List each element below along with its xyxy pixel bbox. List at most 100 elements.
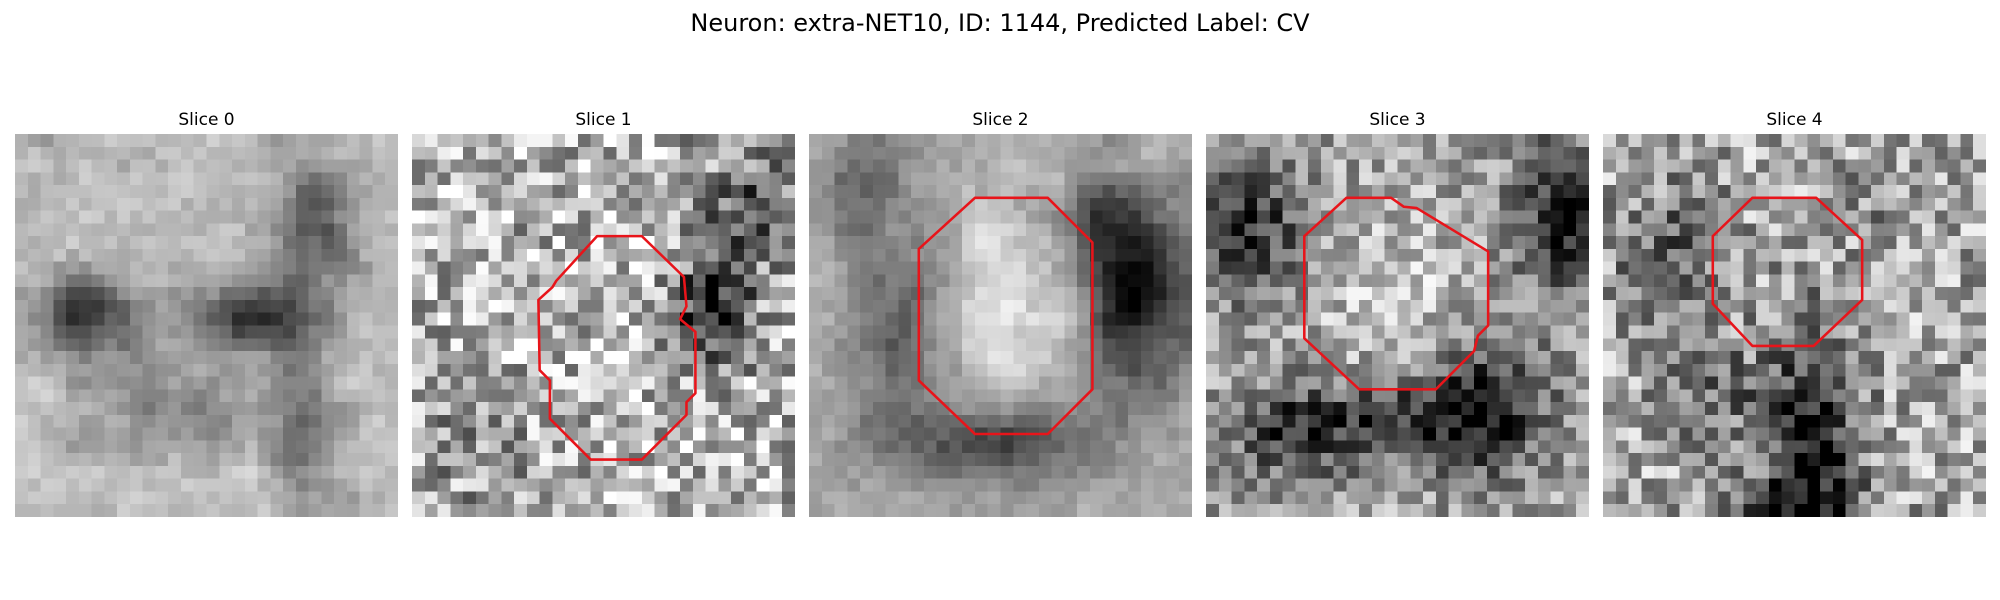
- image-pixel: [53, 210, 67, 224]
- image-pixel: [321, 248, 335, 262]
- image-pixel: [680, 223, 694, 237]
- slice-title: Slice 3: [1369, 110, 1426, 130]
- image-pixel: [1359, 261, 1373, 275]
- image-pixel: [1550, 287, 1564, 301]
- image-pixel: [1257, 363, 1271, 377]
- image-pixel: [104, 351, 118, 365]
- image-pixel: [1537, 223, 1551, 237]
- image-pixel: [974, 402, 988, 416]
- image-pixel: [1153, 338, 1167, 352]
- image-pixel: [834, 236, 848, 250]
- image-pixel: [1563, 363, 1577, 377]
- image-pixel: [1026, 146, 1040, 160]
- image-pixel: [1858, 414, 1872, 428]
- image-pixel: [1166, 453, 1180, 467]
- image-pixel: [346, 478, 360, 492]
- image-pixel: [769, 248, 783, 262]
- image-pixel: [334, 210, 348, 224]
- image-pixel: [1973, 236, 1986, 250]
- image-pixel: [1038, 465, 1052, 479]
- image-pixel: [885, 172, 899, 186]
- image-pixel: [1435, 402, 1449, 416]
- image-pixel: [962, 325, 976, 339]
- image-pixel: [1756, 465, 1770, 479]
- image-pixel: [27, 312, 41, 326]
- image-pixel: [1525, 223, 1539, 237]
- image-pixel: [283, 440, 297, 454]
- image-pixel: [27, 427, 41, 441]
- image-pixel: [1692, 287, 1706, 301]
- image-pixel: [53, 146, 67, 160]
- image-pixel: [53, 351, 67, 365]
- image-pixel: [872, 453, 886, 467]
- image-pixel: [488, 491, 502, 505]
- image-pixel: [412, 402, 426, 416]
- image-pixel: [270, 491, 284, 505]
- image-pixel: [705, 159, 719, 173]
- image-pixel: [1359, 440, 1373, 454]
- image-pixel: [1628, 210, 1642, 224]
- image-pixel: [1359, 172, 1373, 186]
- image-pixel: [809, 197, 823, 211]
- image-pixel: [756, 274, 770, 288]
- image-pixel: [193, 248, 207, 262]
- image-pixel: [603, 261, 617, 275]
- image-pixel: [66, 376, 80, 390]
- image-pixel: [1218, 363, 1232, 377]
- image-pixel: [463, 453, 477, 467]
- image-pixel: [1102, 159, 1116, 173]
- image-pixel: [1883, 478, 1897, 492]
- image-pixel: [1140, 325, 1154, 339]
- image-pixel: [1038, 197, 1052, 211]
- image-pixel: [1666, 146, 1680, 160]
- image-pixel: [962, 146, 976, 160]
- image-pixel: [1128, 491, 1142, 505]
- image-pixel: [718, 236, 732, 250]
- image-pixel: [334, 325, 348, 339]
- image-pixel: [552, 504, 566, 517]
- image-pixel: [1486, 491, 1500, 505]
- image-pixel: [987, 248, 1001, 262]
- image-pixel: [1115, 389, 1129, 403]
- image-pixel: [743, 223, 757, 237]
- image-pixel: [1563, 146, 1577, 160]
- image-pixel: [385, 478, 398, 492]
- image-pixel: [1973, 440, 1986, 454]
- image-pixel: [654, 146, 668, 160]
- image-pixel: [565, 146, 579, 160]
- image-pixel: [654, 440, 668, 454]
- image-pixel: [1218, 197, 1232, 211]
- image-pixel: [232, 197, 246, 211]
- image-pixel: [1244, 312, 1258, 326]
- image-pixel: [885, 363, 899, 377]
- image-pixel: [1218, 223, 1232, 237]
- image-pixel: [1563, 338, 1577, 352]
- image-pixel: [872, 134, 886, 148]
- image-pixel: [1371, 402, 1385, 416]
- image-pixel: [898, 146, 912, 160]
- image-pixel: [1641, 389, 1655, 403]
- image-pixel: [1666, 491, 1680, 505]
- image-pixel: [1756, 223, 1770, 237]
- image-pixel: [1960, 465, 1974, 479]
- image-pixel: [590, 402, 604, 416]
- image-pixel: [15, 338, 29, 352]
- image-pixel: [629, 376, 643, 390]
- image-pixel: [1231, 172, 1245, 186]
- image-pixel: [1909, 478, 1923, 492]
- image-pixel: [962, 414, 976, 428]
- image-pixel: [705, 363, 719, 377]
- image-pixel: [1832, 351, 1846, 365]
- image-pixel: [1654, 274, 1668, 288]
- image-pixel: [1320, 389, 1334, 403]
- image-pixel: [1883, 197, 1897, 211]
- image-pixel: [1231, 223, 1245, 237]
- image-pixel: [1563, 414, 1577, 428]
- image-pixel: [847, 491, 861, 505]
- image-pixel: [1115, 376, 1129, 390]
- image-pixel: [949, 351, 963, 365]
- image-pixel: [1666, 376, 1680, 390]
- image-pixel: [129, 146, 143, 160]
- image-pixel: [168, 478, 182, 492]
- image-pixel: [1832, 223, 1846, 237]
